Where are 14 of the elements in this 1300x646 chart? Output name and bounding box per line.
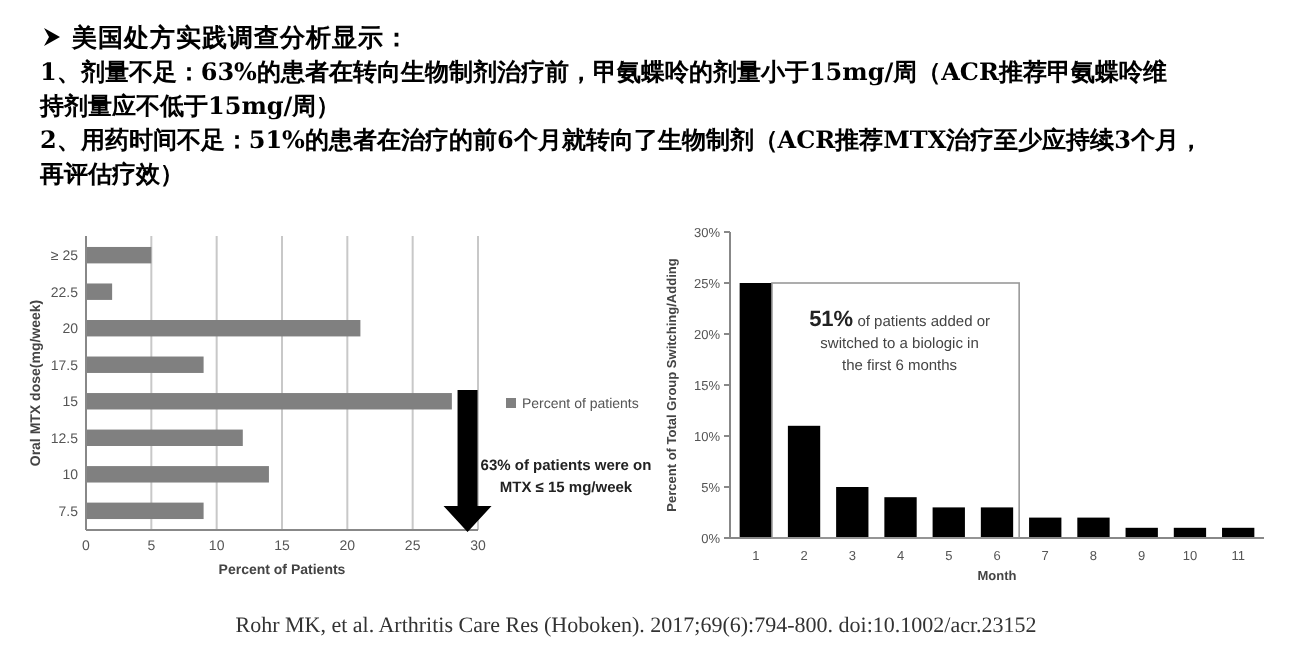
- bar: [1029, 517, 1062, 538]
- text: 美国处方实践调查分析显示：: [70, 22, 410, 52]
- bar: [787, 425, 821, 538]
- bar: [980, 507, 1014, 538]
- text: 再评估疗效）: [38, 160, 184, 188]
- text: 1、剂量不足：63%的患者在转向生物制剂治疗前，甲氨蝶呤的剂量小于15mg/周（ACR推荐甲氨蝶呤维: [40, 58, 1167, 86]
- bar: [932, 507, 965, 538]
- bar: [739, 283, 772, 538]
- bar: [836, 487, 869, 538]
- text: Rohr MK, et al. Arthritis Care Res (Hoboken). 2017;69(6):794-800. doi:10.1002/acr.23152: [235, 614, 1037, 638]
- bar: [884, 497, 917, 538]
- text: 持剂量应不低于15mg/周）: [38, 92, 341, 120]
- bar: [1077, 517, 1110, 538]
- text: 2、用药时间不足：51%的患者在治疗的前6个月就转向了生物制剂（ACR推荐MTX治疗至少应持续3个月，: [40, 126, 1204, 154]
